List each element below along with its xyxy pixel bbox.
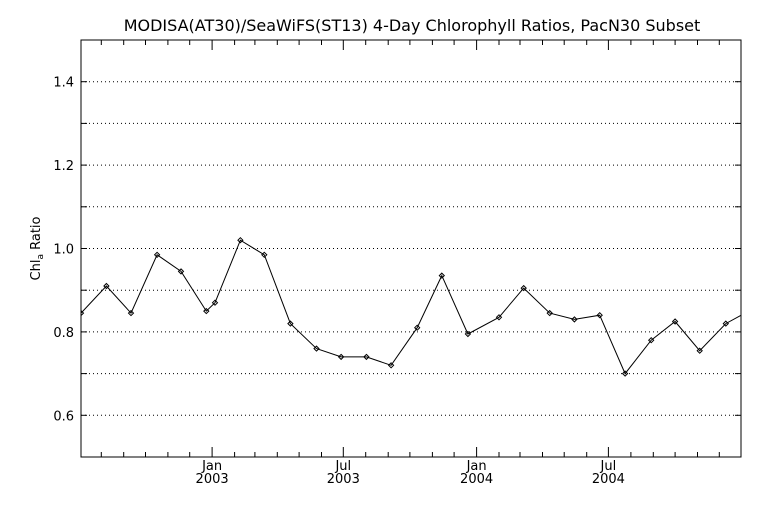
y-tick-label: 0.6 (53, 409, 74, 424)
y-axis-ticks (81, 81, 741, 416)
series-line (81, 239, 741, 375)
x-tick-label-month: Jul (334, 459, 351, 474)
data-point (237, 236, 244, 244)
grid-lines (81, 81, 741, 416)
data-point (520, 284, 527, 292)
y-axis-label-subscript: a (36, 254, 46, 260)
data-point (438, 272, 446, 279)
data-point (261, 251, 268, 259)
x-tick-label-year: 2003 (196, 472, 229, 487)
data-point (748, 308, 753, 313)
series-clip-group (81, 236, 753, 377)
x-tick-label-month: Jul (600, 459, 617, 474)
data-point (571, 316, 578, 323)
data-point (177, 268, 185, 275)
data-point (596, 311, 603, 319)
data-point (203, 307, 210, 315)
data-point (671, 318, 679, 325)
data-point (621, 370, 629, 377)
x-tick-label-year: 2004 (592, 472, 625, 487)
plot-frame (80, 39, 742, 458)
data-point (81, 309, 85, 317)
x-tick-label-year: 2004 (460, 472, 493, 487)
data-point (464, 330, 472, 338)
data-point (211, 299, 219, 306)
y-axis-label: Chla Ratio (29, 216, 46, 280)
series-group (81, 236, 753, 377)
x-tick-label-year: 2003 (327, 472, 360, 487)
data-point (546, 309, 553, 317)
y-tick-label: 1.2 (53, 159, 74, 174)
data-point (387, 362, 395, 369)
y-axis-label-suffix: Ratio (29, 216, 44, 254)
data-point (287, 320, 294, 327)
data-point (103, 282, 110, 290)
x-tick-label-month: Jan (466, 459, 487, 474)
data-point (127, 309, 135, 317)
data-point (337, 353, 345, 361)
y-tick-label: 1.4 (53, 76, 74, 91)
data-point (647, 336, 655, 344)
data-point (495, 314, 503, 321)
data-point (413, 324, 421, 331)
y-tick-label: 0.8 (53, 326, 74, 341)
x-tick-label-month: Jan (201, 459, 222, 474)
y-tick-label: 1.0 (53, 243, 74, 258)
data-point (313, 345, 320, 352)
data-point (696, 347, 703, 354)
y-axis-labels: 0.6 0.8 1.0 1.2 1.4 (53, 76, 74, 425)
data-point (363, 353, 370, 361)
chart-title: MODISA(AT30)/SeaWiFS(ST13) 4-Day Chlorop… (124, 16, 701, 35)
x-axis-ticks (100, 40, 720, 457)
data-point (722, 320, 730, 327)
data-point (153, 251, 161, 259)
y-axis-label-main: Chl (29, 260, 44, 281)
